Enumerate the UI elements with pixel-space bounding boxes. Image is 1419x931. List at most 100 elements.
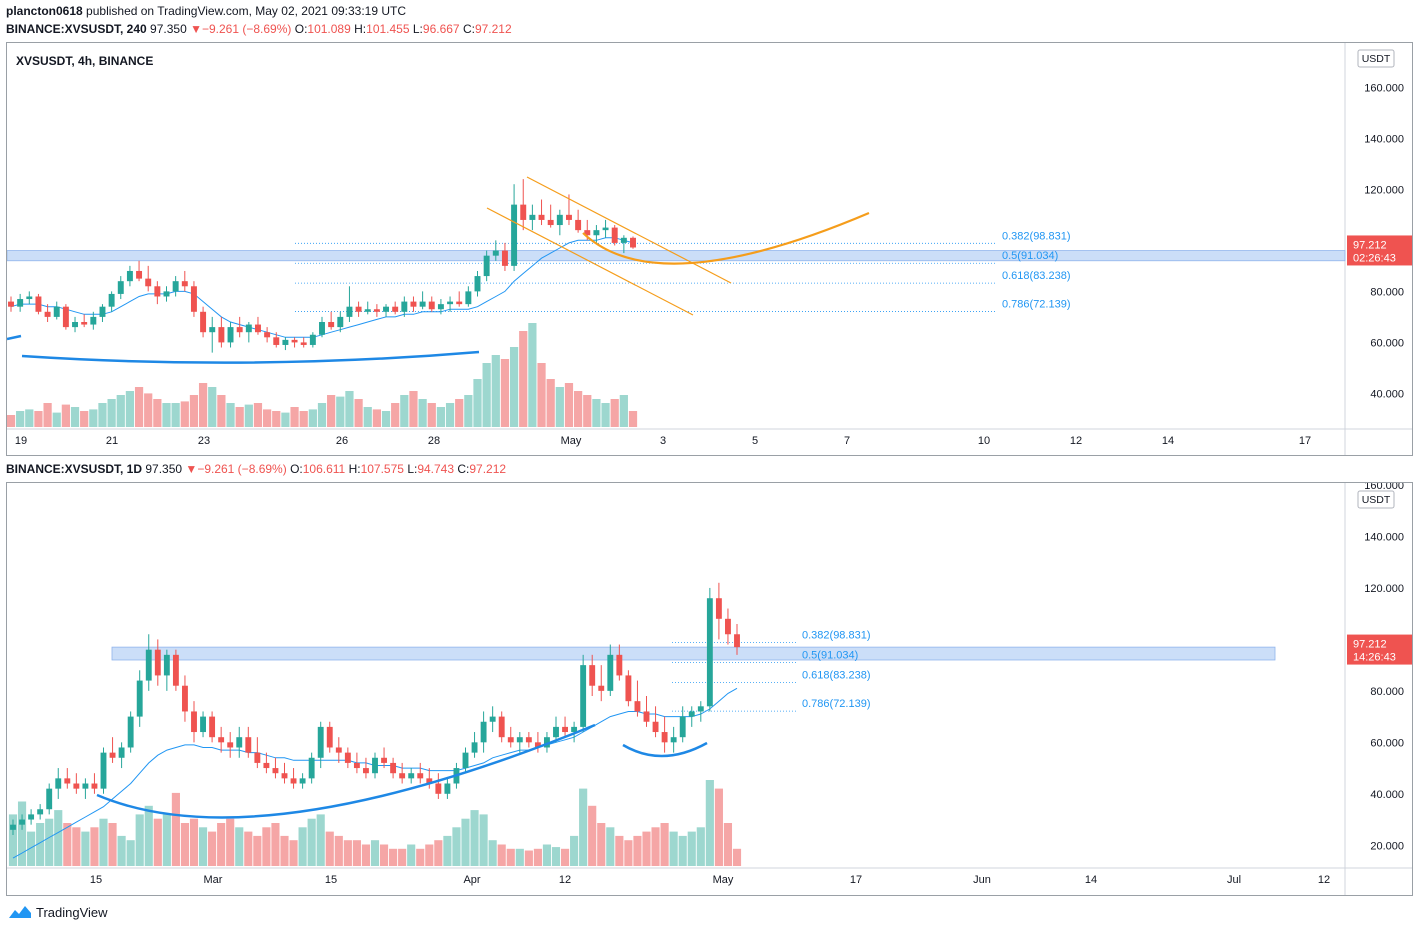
volume-bar [308, 409, 317, 427]
rounding-bottom-curve-short [622, 741, 708, 758]
candle-body [109, 752, 116, 758]
top-price: 97.350 [150, 22, 187, 36]
candle-body [335, 747, 342, 753]
candle-body [182, 685, 188, 712]
volume-bar [244, 831, 253, 866]
candle-body [82, 783, 89, 789]
fib-level-label: 0.618(83.238) [802, 670, 871, 682]
candle-body [118, 747, 125, 758]
candle-body [190, 286, 197, 312]
candle-body [483, 255, 490, 277]
bottom-symbol: BINANCE:XVSUSDT, 1D [6, 462, 143, 476]
volume-bar [107, 399, 116, 427]
candle-body [465, 291, 472, 305]
volume-bar [134, 387, 144, 427]
candle-body [670, 737, 677, 743]
bottom-change-arrow-icon: ▼ [185, 462, 198, 476]
fib-level-label: 0.5(91.034) [1002, 250, 1058, 262]
candle-body [383, 306, 390, 312]
candle-body [26, 296, 33, 300]
volume-bar [98, 403, 107, 427]
last-price-value: 97.212 [1353, 239, 1387, 251]
price-tick-label: 120.000 [1364, 583, 1404, 595]
volume-bar [418, 399, 427, 427]
publisher-username[interactable]: plancton0618 [6, 4, 83, 18]
top-o-label: O: [294, 22, 308, 36]
candle-body [534, 742, 541, 748]
time-tick-label: 10 [978, 435, 990, 447]
volume-bar [601, 403, 610, 427]
candle-body [117, 281, 124, 294]
volume-bar [696, 827, 705, 866]
falling-wedge-upper-line [526, 176, 732, 284]
candle-body [53, 306, 60, 317]
price-tick-label: 120.000 [1364, 184, 1404, 196]
volume-bar [427, 403, 436, 427]
candle-body [73, 783, 80, 789]
candle-body [562, 726, 568, 733]
volume-bar [400, 395, 409, 427]
candle-body [520, 204, 527, 220]
volume-bar [352, 840, 361, 866]
bottom-legend: BINANCE:XVSUSDT, 1D 97.350 ▼−9.261 (−8.6… [6, 462, 506, 476]
price-tick-label: 40.000 [1370, 388, 1404, 400]
falling-wedge-lower-line [486, 207, 694, 316]
volume-bar [409, 391, 418, 427]
bottom-c-label: C: [457, 462, 470, 476]
candle-body [444, 783, 451, 794]
bottom-chart-pane[interactable]: 0.382(98.831) 0.5(91.034) 0.618(83.238) 0.7… [6, 480, 1413, 896]
footer-brand[interactable]: TradingView [8, 904, 108, 920]
candle-body [620, 237, 627, 243]
candle-body [62, 306, 69, 328]
volume-bar [327, 395, 336, 427]
volume-bar [464, 395, 473, 427]
top-chart-pane[interactable]: 0.382(98.831) 0.5(91.034) 0.618(83.238) 0.7… [6, 42, 1413, 456]
bottom-price: 97.350 [145, 462, 183, 476]
bottom-open: 106.611 [302, 462, 346, 476]
time-tick-label: 12 [1318, 874, 1330, 886]
volume-bar [606, 827, 615, 866]
currency-label: USDT [1362, 494, 1391, 506]
candle-body [584, 230, 591, 236]
volume-bar [208, 831, 217, 866]
volume-bar [379, 844, 389, 866]
candle-body [474, 276, 481, 292]
candle-body [172, 654, 179, 686]
candle-body [46, 788, 53, 810]
volume-bar [253, 835, 262, 866]
candle-body [291, 339, 298, 343]
volume-bar [624, 840, 633, 866]
candle-body [218, 327, 225, 343]
candle-body [456, 301, 463, 305]
candle-body [688, 711, 695, 717]
top-low: 96.667 [422, 22, 460, 36]
volume-bar [455, 399, 464, 427]
candle-body [593, 230, 600, 236]
volume-bar [316, 814, 325, 866]
candle-body [127, 716, 134, 748]
candle-body [55, 778, 62, 789]
time-tick-label: Jun [973, 874, 991, 886]
volume-bar [515, 848, 524, 866]
volume-bar [723, 823, 733, 866]
volume-bar [633, 835, 642, 866]
volume-bar [592, 399, 601, 427]
volume-bar [705, 780, 714, 866]
volume-bar [343, 840, 352, 866]
volume-bar [298, 827, 307, 866]
volume-bar [509, 347, 519, 427]
bottom-chart-svg[interactable]: 0.382(98.831) 0.5(91.034) 0.618(83.238) 0.7… [7, 480, 1412, 895]
candle-body [344, 752, 351, 763]
top-chart-svg[interactable]: 0.382(98.831) 0.5(91.034) 0.618(83.238) 0.7… [6, 43, 1412, 455]
volume-bar [289, 840, 298, 866]
volume-bar [524, 850, 533, 866]
candle-body [35, 296, 42, 312]
volume-bar [72, 827, 81, 866]
volume-bar [217, 823, 226, 866]
volume-bar [533, 848, 542, 866]
volume-bar [482, 363, 491, 427]
footer-brand-text: TradingView [36, 904, 108, 920]
top-l-label: L: [412, 22, 423, 36]
bottom-change: −9.261 (−8.69%) [197, 462, 287, 476]
bottom-close: 97.212 [469, 462, 507, 476]
